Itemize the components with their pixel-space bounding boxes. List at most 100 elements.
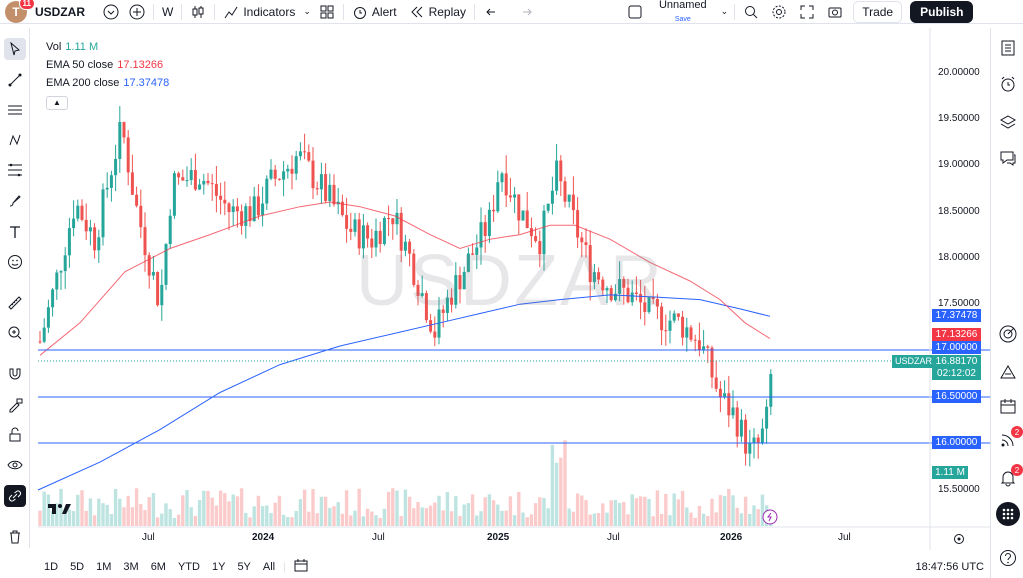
link-icon[interactable] [4, 485, 26, 507]
target-icon[interactable] [996, 322, 1020, 346]
help-icon[interactable] [996, 546, 1020, 570]
bell-icon[interactable]: 2 [996, 464, 1023, 490]
legend-ema50[interactable]: EMA 50 close 17.13266 [46, 54, 169, 76]
layout-name[interactable]: Unnamed Save [649, 0, 717, 24]
candle-body [328, 184, 332, 201]
cursor-icon[interactable] [4, 38, 26, 60]
candle-body [555, 160, 559, 191]
symbol-search[interactable]: USDZAR [27, 0, 99, 24]
redo-button[interactable] [509, 0, 541, 24]
alarm-clock-icon[interactable] [996, 72, 1020, 96]
range-6m[interactable]: 6M [150, 560, 166, 573]
range-5y[interactable]: 5Y [237, 560, 251, 573]
zoom-in-icon[interactable] [4, 322, 26, 344]
publish-button[interactable]: Publish [910, 0, 974, 23]
trash-icon[interactable] [4, 526, 26, 548]
pitchfork-icon[interactable] [4, 129, 26, 151]
volume-bar [202, 490, 206, 526]
indicators-dropdown[interactable]: ⌄ [303, 6, 311, 16]
interval-button[interactable]: W [156, 0, 179, 24]
volume-bar [286, 517, 290, 526]
candle-body [504, 173, 508, 196]
user-avatar[interactable]: T 11 [5, 0, 35, 23]
volume-bar [223, 493, 227, 526]
layers-icon[interactable] [996, 110, 1020, 134]
brush-icon[interactable] [4, 190, 26, 212]
layouts-button[interactable] [313, 0, 341, 24]
range-ytd[interactable]: YTD [177, 560, 200, 573]
volume-bar [512, 515, 517, 526]
candle-body [219, 195, 223, 200]
candle-body [80, 205, 84, 220]
volume-bar [151, 493, 156, 526]
legend-vol[interactable]: Vol 1.11 M [46, 36, 169, 58]
chat-icon[interactable] [996, 146, 1020, 170]
magnet-icon[interactable] [4, 363, 26, 385]
trade-button[interactable]: Trade [853, 0, 903, 23]
watchlist-icon[interactable] [996, 36, 1020, 60]
trend-line-icon[interactable] [4, 69, 26, 91]
range-1d[interactable]: 1D [44, 560, 59, 573]
lock-icon[interactable] [4, 424, 26, 446]
replay-button[interactable]: Replay [403, 0, 472, 24]
fib-icon[interactable] [4, 159, 26, 181]
range-3m[interactable]: 3M [123, 560, 139, 573]
candle-body [672, 313, 676, 321]
emoji-icon[interactable] [4, 251, 26, 273]
chart-type-button[interactable] [184, 0, 212, 24]
volume-bar [126, 495, 130, 526]
fullscreen-button[interactable] [793, 0, 821, 24]
indicators-button[interactable]: Indicators [217, 0, 301, 24]
volume-bar [361, 516, 366, 526]
goto-date-button[interactable] [288, 558, 314, 575]
volume-bar [689, 512, 693, 526]
volume-bar [529, 514, 534, 526]
calendar-icon[interactable] [996, 394, 1020, 418]
volume-bar [714, 512, 718, 526]
add-symbol-button[interactable] [99, 0, 123, 24]
signal-icon[interactable]: 2 [996, 426, 1023, 452]
volume-bar [756, 509, 760, 526]
lock-drawing-icon[interactable] [4, 394, 26, 416]
vol-label: Vol [46, 41, 62, 53]
layout-dropdown[interactable]: ⌄ [720, 6, 729, 16]
compare-button[interactable] [123, 0, 151, 24]
range-1y[interactable]: 1Y [211, 560, 226, 573]
candle-body [67, 228, 71, 256]
candle-body [760, 428, 764, 444]
layout-checkbox[interactable] [621, 0, 649, 24]
quick-search-button[interactable] [737, 0, 765, 24]
volume-bar [504, 510, 508, 526]
range-1m[interactable]: 1M [96, 560, 112, 573]
symbol-price-label: USDZAR [892, 355, 936, 368]
collapse-legend-button[interactable]: ▲ [46, 96, 68, 110]
candle-body [252, 196, 256, 222]
candle-body [727, 393, 731, 416]
text-icon[interactable] [4, 221, 26, 243]
alert-button[interactable]: Alert [346, 0, 403, 24]
horizontal-lines-icon[interactable] [4, 99, 26, 121]
time-tick: Jul [838, 532, 851, 543]
divider [153, 3, 154, 20]
ema50-label: EMA 50 close [46, 59, 114, 71]
candle-body [160, 284, 164, 306]
ruler-icon[interactable] [4, 292, 26, 314]
range-5d[interactable]: 5D [70, 560, 85, 573]
volume-bar [134, 488, 139, 526]
undo-button[interactable] [477, 0, 509, 24]
range-all[interactable]: All [262, 560, 276, 573]
candle-body [42, 327, 46, 342]
volume-bar [273, 502, 277, 526]
hotlist-icon[interactable] [996, 360, 1020, 384]
eye-icon[interactable] [4, 454, 26, 476]
candle-body [756, 437, 760, 444]
legend-ema200[interactable]: EMA 200 close 17.37478 [46, 72, 169, 94]
clock[interactable]: 18:47:56 UTC [915, 560, 984, 573]
volume-bar [235, 496, 240, 526]
ema50-price-tag: 17.13266 [932, 328, 981, 341]
volume-bar [323, 496, 328, 526]
snapshot-button[interactable] [821, 0, 849, 24]
apps-icon[interactable] [996, 502, 1020, 526]
settings-button[interactable] [765, 0, 793, 24]
volume-bar [500, 510, 504, 526]
